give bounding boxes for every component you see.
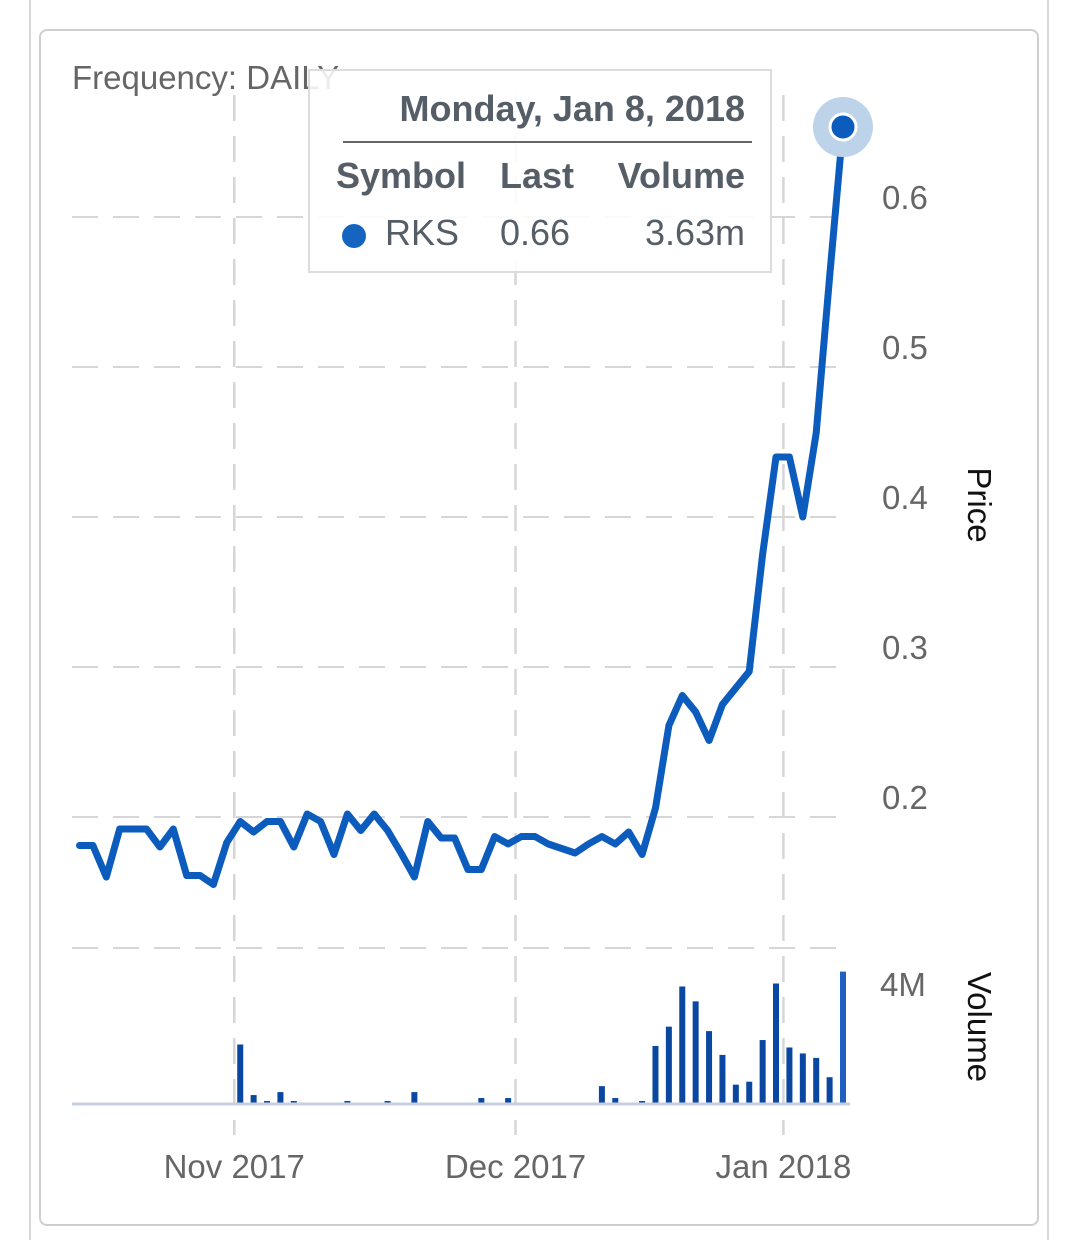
- volume-bar[interactable]: [706, 1031, 713, 1104]
- x-tick-label: Dec 2017: [445, 1148, 586, 1185]
- price-line[interactable]: [76, 123, 847, 888]
- volume-bar[interactable]: [719, 1054, 726, 1104]
- volume-bar[interactable]: [813, 1057, 820, 1104]
- volume-bar[interactable]: [786, 1047, 793, 1104]
- tooltip-date: Monday, Jan 8, 2018: [400, 88, 745, 129]
- tooltip-header-symbol: Symbol: [336, 155, 466, 196]
- tooltip-header-volume: Volume: [618, 155, 745, 196]
- volume-bar[interactable]: [250, 1095, 257, 1104]
- frequency-label: Frequency: DAILY: [72, 59, 339, 96]
- volume-bar[interactable]: [612, 1098, 619, 1104]
- volume-bar[interactable]: [732, 1084, 739, 1104]
- price-tick-label: 0.3: [882, 629, 928, 666]
- volume-axis-title: Volume: [961, 972, 998, 1082]
- tooltip-box: [308, 69, 772, 273]
- price-tick-label: 0.2: [882, 779, 928, 816]
- tooltip-symbol: RKS: [385, 212, 459, 253]
- volume-bar[interactable]: [799, 1053, 806, 1104]
- volume-bar[interactable]: [840, 971, 846, 1104]
- price-tick-label: 0.6: [882, 179, 928, 216]
- tooltip-header-last: Last: [500, 155, 574, 196]
- price-tick-label: 0.5: [882, 329, 928, 366]
- volume-bar[interactable]: [679, 986, 686, 1104]
- tooltip-volume: 3.63m: [645, 212, 745, 253]
- tooltip: Monday, Jan 8, 2018 Symbol Last Volume R…: [308, 69, 772, 273]
- volume-tick-label: 4M: [880, 966, 926, 1003]
- hover-marker[interactable]: [828, 112, 858, 142]
- x-axis: Nov 2017 Dec 2017 Jan 2018: [164, 1148, 852, 1185]
- x-tick-label: Nov 2017: [164, 1148, 305, 1185]
- price-axis: 0.2 0.3 0.4 0.5 0.6 4M: [880, 179, 928, 1003]
- x-tick-label: Jan 2018: [716, 1148, 852, 1185]
- volume-bar[interactable]: [746, 1081, 753, 1104]
- volume-bar[interactable]: [411, 1092, 418, 1104]
- chart-card: [39, 29, 1039, 1226]
- volume-bar[interactable]: [759, 1040, 766, 1104]
- volume-bar[interactable]: [773, 983, 780, 1104]
- price-axis-title: Price: [961, 467, 998, 542]
- volume-bar[interactable]: [826, 1077, 833, 1104]
- volume-bar[interactable]: [692, 1001, 699, 1104]
- price-tick-label: 0.4: [882, 479, 928, 516]
- volume-bar[interactable]: [598, 1086, 605, 1104]
- tooltip-last: 0.66: [500, 212, 570, 253]
- volume-bar[interactable]: [652, 1045, 659, 1104]
- volume-bar[interactable]: [665, 1026, 672, 1104]
- volume-bar[interactable]: [478, 1098, 485, 1104]
- volume-bar[interactable]: [505, 1098, 512, 1104]
- series-dot-icon: [342, 224, 366, 248]
- volume-bar[interactable]: [277, 1092, 284, 1104]
- volume-bar[interactable]: [237, 1044, 244, 1105]
- price-series[interactable]: [76, 97, 873, 888]
